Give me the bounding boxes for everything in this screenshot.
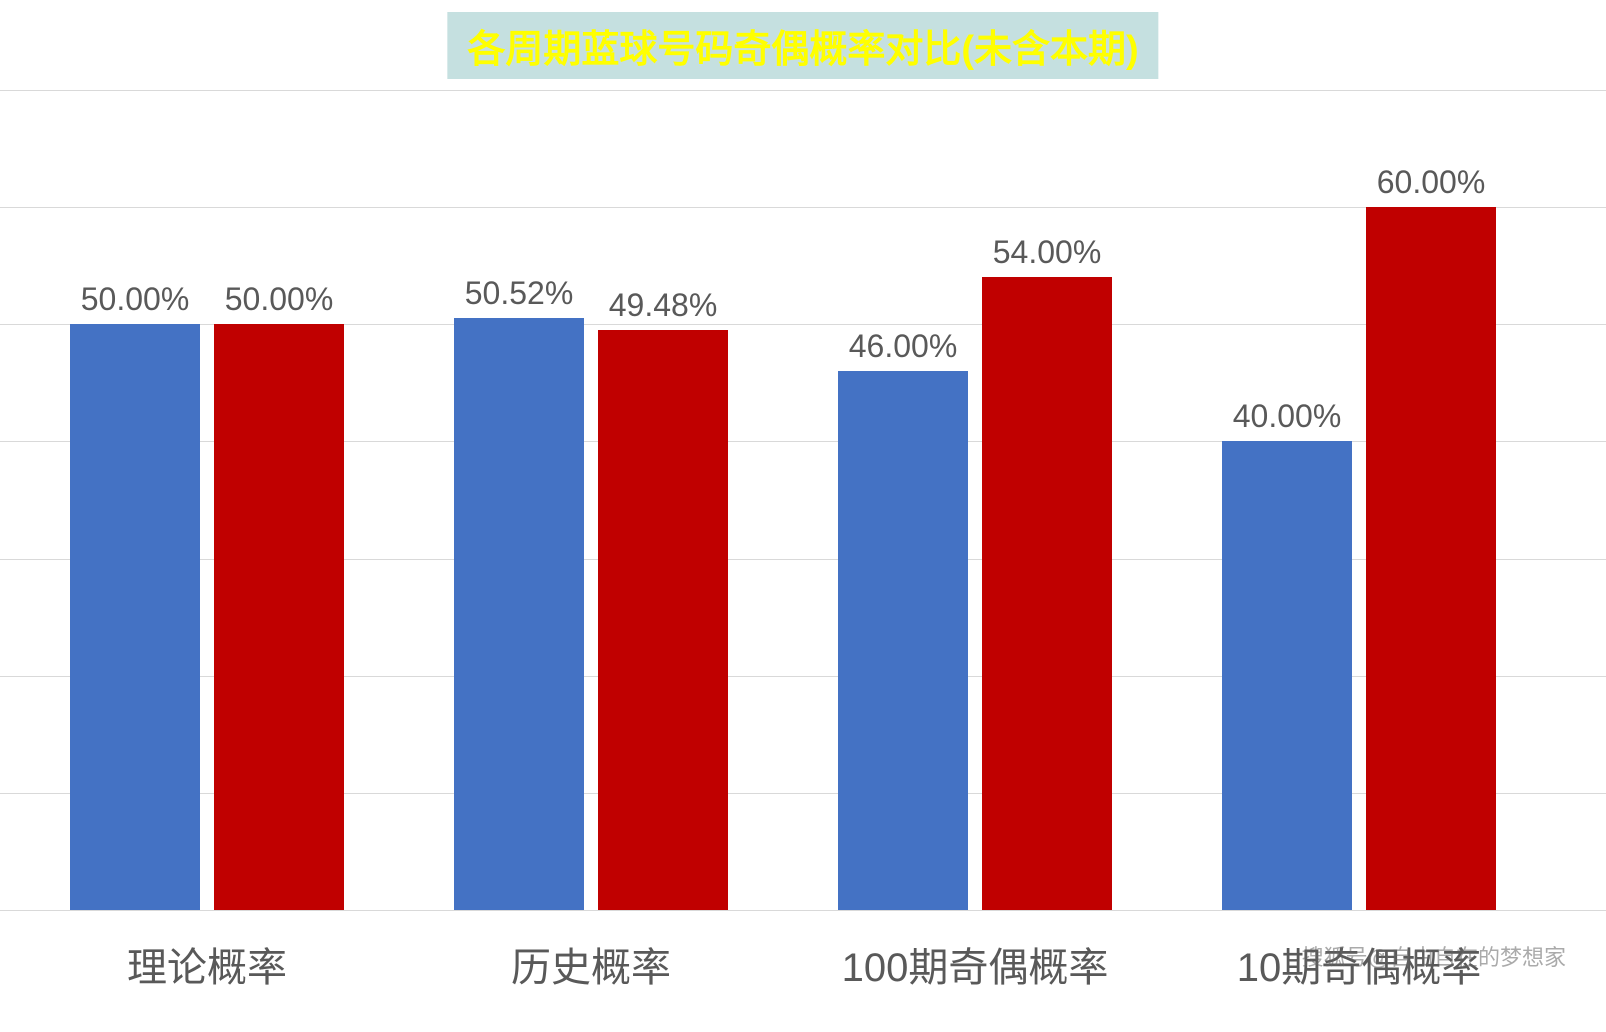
bar-group: 50.52%49.48%	[454, 90, 728, 910]
bar-group: 40.00%60.00%	[1222, 90, 1496, 910]
bar-even	[598, 330, 728, 910]
bar-value-label: 40.00%	[1202, 398, 1372, 435]
bar-value-label: 54.00%	[962, 234, 1132, 271]
bar-value-label: 50.00%	[194, 281, 364, 318]
bar-value-label: 49.48%	[578, 287, 748, 324]
bar-even	[214, 324, 344, 910]
bar-value-label: 60.00%	[1346, 164, 1516, 201]
plot-area: 50.00%50.00%50.52%49.48%46.00%54.00%40.0…	[0, 90, 1606, 910]
category-label: 历史概率	[454, 935, 728, 993]
bar-group: 50.00%50.00%	[70, 90, 344, 910]
bar-even	[982, 277, 1112, 910]
category-label: 100期奇偶概率	[838, 935, 1112, 993]
bar-odd	[454, 318, 584, 910]
category-label: 理论概率	[70, 935, 344, 993]
bar-group: 46.00%54.00%	[838, 90, 1112, 910]
bar-value-label: 46.00%	[818, 328, 988, 365]
bar-odd	[70, 324, 200, 910]
bar-even	[1366, 207, 1496, 910]
bar-odd	[838, 371, 968, 910]
gridline	[0, 910, 1606, 911]
watermark: 搜狐号@自由自在的梦想家	[1302, 940, 1566, 972]
chart-title: 各周期蓝球号码奇偶概率对比(未含本期)	[447, 12, 1158, 79]
chart-container: 各周期蓝球号码奇偶概率对比(未含本期) 50.00%50.00% 50.52%49…	[0, 0, 1606, 1032]
bar-odd	[1222, 441, 1352, 910]
